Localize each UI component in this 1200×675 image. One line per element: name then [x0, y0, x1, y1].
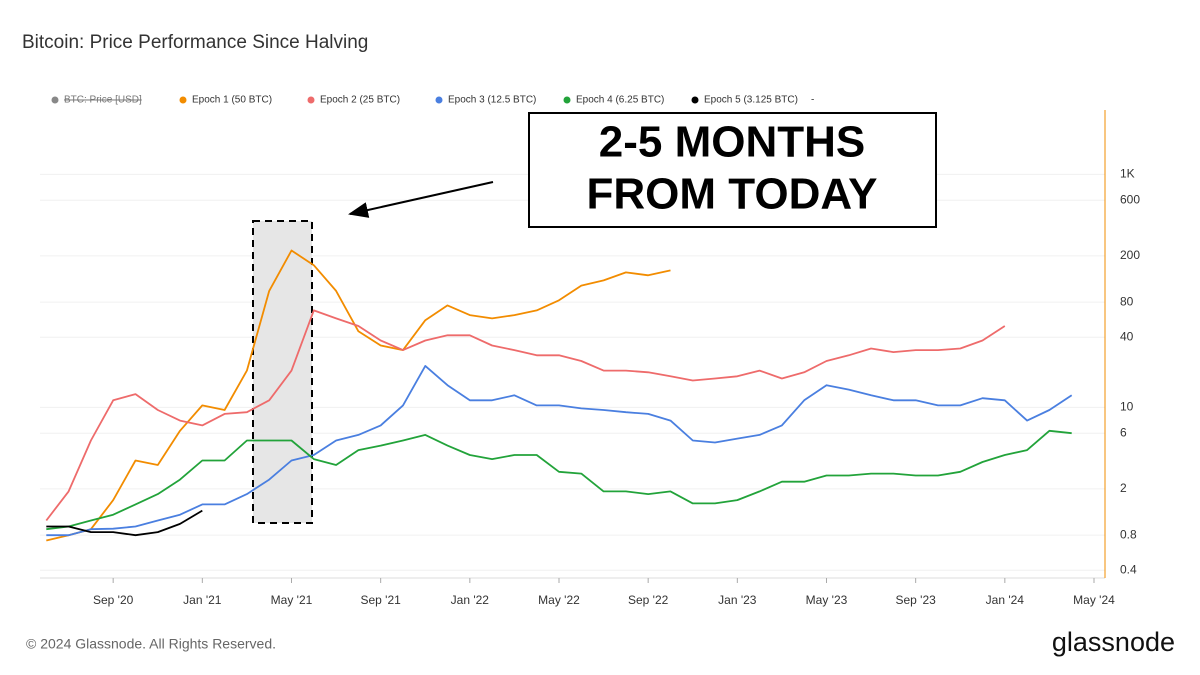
annotation: FROM TODAY — [587, 170, 878, 219]
arrow — [348, 181, 494, 218]
series-line — [46, 249, 671, 542]
y-tick-label: 0.8 — [1120, 527, 1137, 541]
y-tick-label: 6 — [1120, 425, 1127, 439]
y-tick-label: 2 — [1120, 481, 1127, 495]
x-tick-label: May '22 — [538, 593, 580, 607]
x-tick-label: Jan '22 — [451, 593, 490, 607]
legend-label: Epoch 2 (25 BTC) — [320, 95, 400, 106]
footer: © 2024 Glassnode. All Rights Reserved. — [26, 636, 276, 652]
x-tick-label: Jan '24 — [986, 593, 1025, 607]
y-tick-label: 200 — [1120, 248, 1140, 262]
highlight-box — [252, 220, 313, 524]
y-tick-label: 10 — [1120, 400, 1134, 414]
y-tick-label: 1K — [1120, 167, 1135, 181]
annotation-box — [528, 112, 937, 228]
x-tick-label: Jan '21 — [183, 593, 222, 607]
x-tick-label: Sep '23 — [896, 593, 937, 607]
legend: BTC: Price [USD] Epoch 1 (50 BTC) Epoch 2 … — [51, 95, 814, 106]
y-tick-label: 40 — [1120, 329, 1134, 343]
legend-marker — [563, 96, 571, 104]
x-tick-label: Sep '21 — [361, 593, 402, 607]
logo: glassnode — [1052, 627, 1175, 657]
legend-marker — [691, 96, 699, 104]
legend-marker — [435, 96, 443, 104]
legend-extra: - — [811, 95, 814, 106]
legend-label: Epoch 4 (6.25 BTC) — [576, 95, 664, 106]
x-tick-label: Sep '20 — [93, 593, 134, 607]
x-tick-label: May '21 — [271, 593, 313, 607]
series-line — [45, 309, 1006, 522]
legend-marker — [179, 96, 187, 104]
grid — [40, 173, 1105, 571]
series-line — [46, 429, 1072, 531]
y-tick-label: 600 — [1120, 192, 1140, 206]
series-line — [46, 365, 1073, 537]
x-tick-label: May '23 — [806, 593, 848, 607]
y-tick-label: 0.4 — [1120, 562, 1137, 576]
plot — [45, 249, 1073, 542]
series-line — [46, 509, 203, 537]
legend-label: Epoch 1 (50 BTC) — [192, 95, 272, 106]
x-tick-label: Jan '23 — [718, 593, 757, 607]
ticks: 0.4 0.8 2 6 10 40 80 200 600 1K Sep '20 Jan '21 May … — [93, 167, 1140, 608]
chart-title: Bitcoin: Price Performance Since Halving — [22, 32, 368, 53]
legend-marker — [51, 96, 59, 104]
legend-label: Epoch 3 (12.5 BTC) — [448, 95, 536, 106]
x-tick-label: May '24 — [1073, 593, 1115, 607]
annotation: 2-5 MONTHS — [599, 118, 865, 167]
x-tick-label: Sep '22 — [628, 593, 669, 607]
legend-marker — [307, 96, 315, 104]
legend-label: BTC: Price [USD] — [64, 95, 142, 106]
y-tick-label: 80 — [1120, 294, 1134, 308]
legend-label: Epoch 5 (3.125 BTC) — [704, 95, 798, 106]
